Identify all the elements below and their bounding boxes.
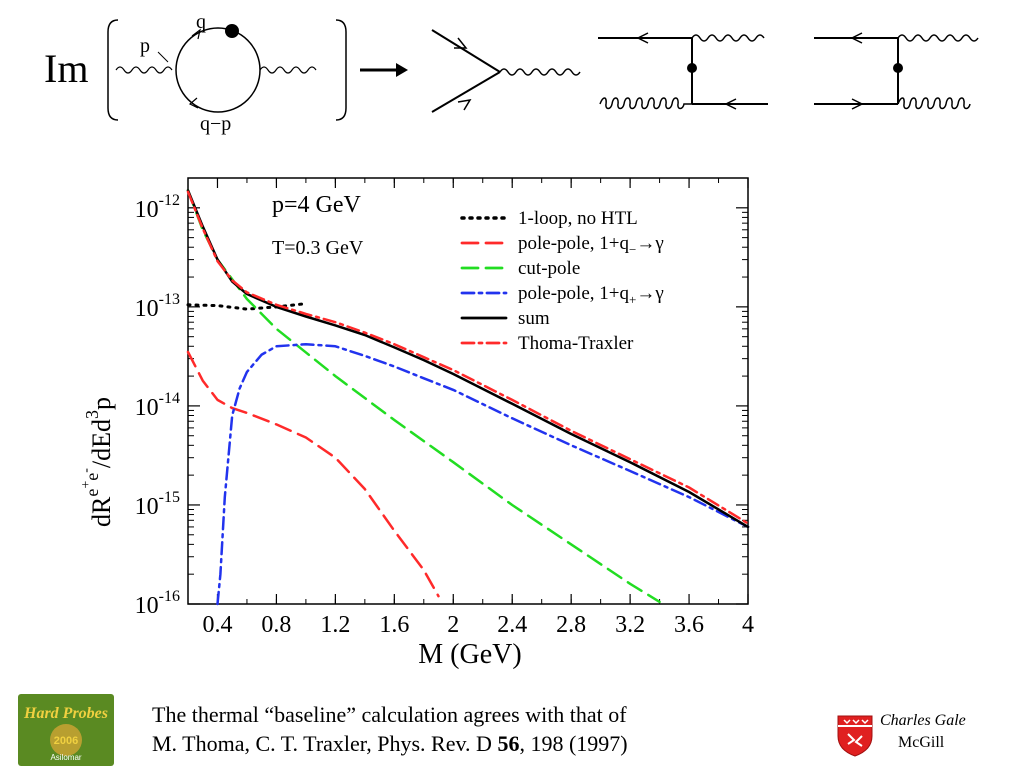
loop-arrow-top	[191, 28, 201, 40]
compton1-gluon	[599, 97, 692, 110]
y-axis: 10-16 10-15 10-14 10-13 10-12	[135, 177, 748, 619]
x-tick-label: 1.6	[379, 612, 409, 638]
x-axis: 0.4 0.8 1.2 1.6 2 2.4 2.8 3.2 3.6 4	[187, 178, 754, 638]
series-line-0	[186, 302, 308, 311]
label-q-minus-p: q−p	[200, 113, 231, 135]
implies-arrow-head	[396, 63, 408, 77]
legend-label-5: Thoma-Traxler	[518, 333, 634, 354]
legend-label-3: pole-pole, 1+q+→γ	[518, 283, 664, 307]
y-tick-label: 10-14	[135, 390, 180, 421]
rate-vs-mass-chart: 0.4 0.8 1.2 1.6 2 2.4 2.8 3.2 3.6 4 10-1610-1510-…	[79, 177, 754, 670]
annihilation-arrow-2	[457, 98, 472, 111]
x-tick-label: 3.6	[674, 612, 704, 638]
author-institution: McGill	[898, 734, 945, 751]
x-tick-label: 2.4	[497, 612, 527, 638]
x-axis-label: M (GeV)	[418, 639, 521, 670]
annotation-p: p=4 GeV	[272, 192, 362, 218]
hard-probes-logo: Hard Probes 2006 Asilomar	[18, 694, 114, 766]
compton2-propagator-dot	[893, 63, 903, 73]
annihilation-arrow-1	[454, 37, 468, 49]
photon-line-out	[259, 66, 317, 74]
x-tick-label: 0.8	[261, 612, 291, 638]
loop-arrow-bottom	[188, 97, 199, 109]
y-tick-label: 10-13	[135, 291, 180, 322]
series-lines	[186, 189, 750, 606]
right-bracket	[335, 19, 347, 121]
series-line-1	[186, 350, 440, 598]
photon-line-in	[115, 66, 173, 74]
momentum-arrow-p	[157, 51, 169, 63]
compton1-top-arrow	[636, 32, 649, 44]
quark-loop	[175, 27, 261, 113]
x-tick-label: 1.2	[320, 612, 350, 638]
legend-label-0: 1-loop, no HTL	[518, 208, 638, 229]
author-name: Charles Gale	[880, 712, 966, 729]
y-tick-label: 10-12	[135, 192, 180, 223]
x-tick-label: 2.8	[556, 612, 586, 638]
annihilation-antiquark-in	[431, 71, 501, 113]
logo-sub: Asilomar	[50, 753, 81, 762]
compton2-top-photon	[897, 34, 979, 42]
annihilation-photon-out	[499, 68, 581, 76]
mcgill-shield-icon	[837, 715, 873, 757]
y-axis-label: dRe+e-/dEd3p	[79, 397, 116, 527]
compton2-gluon	[897, 97, 971, 110]
x-tick-label: 4	[742, 612, 754, 638]
annihilation-quark-in	[431, 29, 501, 73]
caption-volume: 56	[497, 731, 520, 756]
caption-line2-end: , 198 (1997)	[519, 731, 628, 756]
logo-title: Hard Probes	[23, 705, 108, 722]
label-p: p	[140, 35, 150, 57]
compton2-top-arrow	[850, 32, 863, 44]
legend-label-2: cut-pole	[518, 258, 580, 279]
y-tick-label: 10-15	[135, 489, 180, 520]
im-label: Im	[44, 46, 88, 91]
legend-label-4: sum	[518, 308, 550, 329]
plot-border	[187, 177, 749, 605]
legend-label-1: pole-pole, 1+q−→γ	[518, 233, 664, 257]
compton1-propagator-dot	[687, 63, 697, 73]
y-tick-label: 10-16	[135, 588, 180, 619]
compton2-bottom-arrow	[851, 98, 864, 110]
plot-frame	[187, 177, 749, 605]
loop-vertex-dot	[225, 24, 239, 38]
feynman-diagram-strip: Im p q q−p	[44, 11, 979, 135]
logo-emblem	[50, 724, 82, 756]
annotation-t: T=0.3 GeV	[272, 237, 364, 259]
series-line-5	[186, 190, 750, 525]
caption-line2-start: M. Thoma, C. T. Traxler, Phys. Rev. D	[152, 731, 498, 756]
x-tick-label: 0.4	[202, 612, 232, 638]
logo-year: 2006	[54, 735, 78, 747]
series-line-3	[216, 342, 750, 606]
x-tick-label: 2	[447, 612, 459, 638]
left-bracket	[107, 19, 119, 121]
compton1-top-photon	[691, 34, 765, 42]
caption: The thermal “baseline” calculation agree…	[152, 700, 812, 758]
compton1-bottom-arrow	[724, 98, 737, 110]
label-q: q	[196, 11, 206, 33]
caption-line1: The thermal “baseline” calculation agree…	[152, 702, 627, 727]
author-credit: Charles Gale McGill	[836, 712, 1016, 764]
x-tick-label: 3.2	[615, 612, 645, 638]
